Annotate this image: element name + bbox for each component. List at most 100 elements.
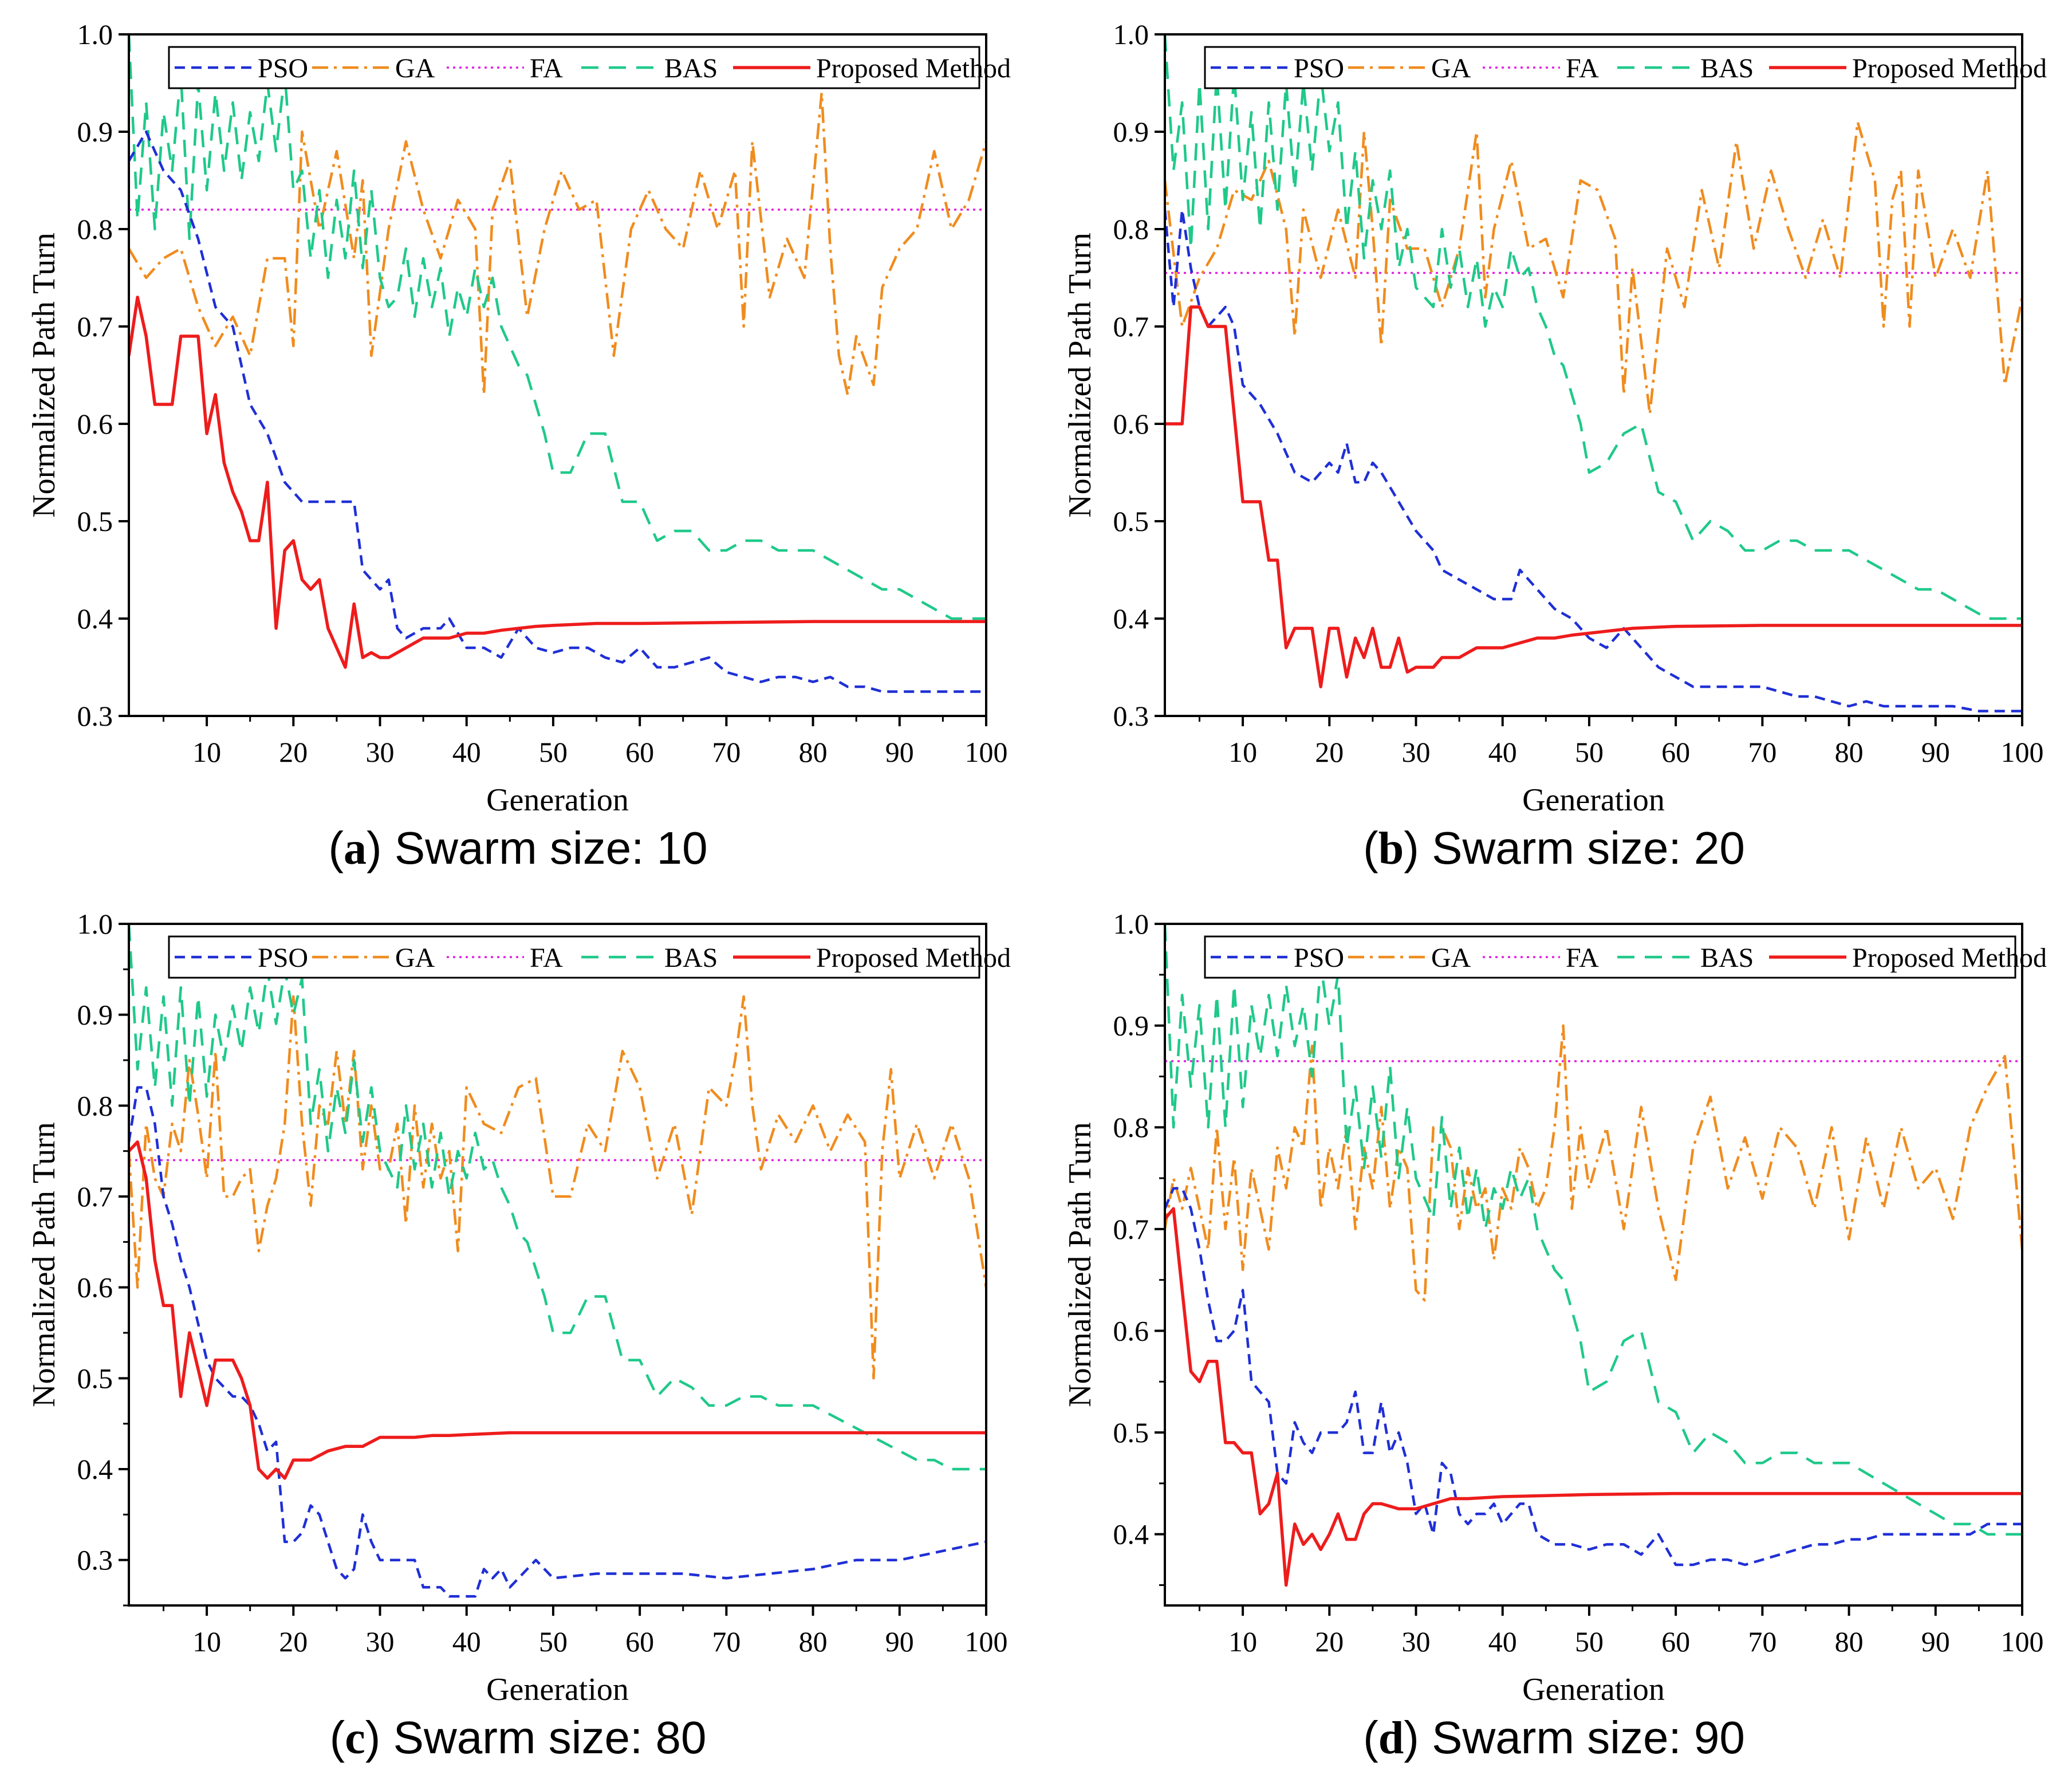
y-tick-label: 0.4: [1113, 603, 1149, 635]
series-line-pso: [129, 130, 986, 693]
chart-panel-d: 10 20 30 40 50 60 70 80 90 100 0.4 0.5 0.6 0.7 0.8 0.9 1…: [1036, 890, 2072, 1779]
x-tick-label: 70: [712, 736, 740, 768]
legend-label-proposed-method: Proposed Method: [1852, 53, 2047, 84]
series-line-ga: [129, 91, 986, 396]
series-line-proposed-method: [1165, 1207, 2022, 1587]
series-line-ga: [1165, 1024, 2022, 1302]
caption-text: Swarm size: 20: [1432, 822, 1745, 873]
legend-label-ga: GA: [1431, 943, 1471, 973]
y-tick-label: 0.3: [77, 1544, 113, 1576]
chart-panel-b: 10 20 30 40 50 60 70 80 90 100 0.3 0.4 0.5 0.6 0.7 0.8 0…: [1036, 0, 2072, 890]
chart-svg: 10 20 30 40 50 60 70 80 90 100 0.3 0.4 0.5 0.6 0.7 0.8 0…: [1062, 18, 2047, 818]
y-tick-label: 1.0: [1113, 18, 1149, 50]
y-axis-label: Normalized Path Turn: [1062, 1122, 1098, 1407]
y-tick-label: 0.4: [1113, 1518, 1149, 1550]
x-tick-label: 80: [1835, 736, 1864, 768]
y-tick-label: 0.5: [77, 1362, 113, 1394]
series-line-pso: [1165, 208, 2022, 713]
y-tick-label: 0.5: [1113, 505, 1149, 537]
series-line-ga: [129, 995, 986, 1380]
y-tick-label: 0.5: [1113, 1416, 1149, 1449]
x-tick-label: 70: [1748, 1625, 1776, 1658]
legend-label-bas: BAS: [1700, 943, 1754, 973]
x-tick-label: 60: [1661, 1625, 1690, 1658]
y-axis-label: Normalized Path Turn: [1062, 233, 1098, 518]
legend-label-fa: FA: [1566, 943, 1599, 973]
x-tick-label: 50: [539, 1625, 568, 1658]
y-tick-label: 0.6: [1113, 408, 1149, 440]
caption-letter: d: [1378, 1713, 1404, 1764]
legend: PSO GA FA BAS Proposed Method: [1204, 935, 2047, 979]
series-line-bas: [1165, 34, 2022, 620]
y-tick-label: 0.8: [77, 213, 113, 245]
x-tick-label: 10: [1228, 1625, 1257, 1658]
caption-text: Swarm size: 90: [1432, 1712, 1745, 1763]
legend-label-bas: BAS: [664, 53, 718, 84]
legend-label-bas: BAS: [664, 943, 718, 973]
y-axis-label: Normalized Path Turn: [26, 1122, 62, 1407]
x-axis-label: Generation: [1522, 782, 1665, 818]
x-axis-label: Generation: [486, 782, 629, 818]
legend-label-proposed-method: Proposed Method: [1852, 943, 2047, 973]
series-line-pso: [1165, 1187, 2022, 1567]
caption-letter: b: [1378, 824, 1404, 874]
legend-label-pso: PSO: [1294, 943, 1344, 973]
plot-area: [1165, 34, 2022, 713]
y-tick-label: 0.6: [77, 1272, 113, 1304]
x-tick-label: 80: [1835, 1625, 1864, 1658]
panel-caption: (d) Swarm size: 90: [1363, 1712, 1745, 1764]
x-tick-label: 50: [539, 736, 568, 768]
y-tick-label: 0.9: [77, 116, 113, 148]
axes-frame: [128, 923, 987, 1607]
x-axis-label: Generation: [486, 1672, 629, 1707]
y-tick-label: 1.0: [77, 908, 113, 940]
x-tick-label: 60: [625, 736, 654, 768]
series-line-proposed-method: [1165, 305, 2022, 688]
legend-label-pso: PSO: [1294, 53, 1344, 84]
y-tick-label: 0.4: [77, 603, 113, 635]
x-tick-label: 50: [1575, 1625, 1604, 1658]
x-tick-label: 30: [1402, 1625, 1431, 1658]
x-tick-label: 90: [1921, 736, 1950, 768]
x-axis-label: Generation: [1522, 1672, 1665, 1707]
axes-frame: [1164, 923, 2023, 1607]
x-tick-label: 40: [1488, 736, 1517, 768]
series-line-pso: [129, 1086, 986, 1598]
x-tick-label: 100: [2001, 736, 2044, 768]
legend-label-fa: FA: [1566, 53, 1599, 84]
x-tick-label: 30: [366, 736, 395, 768]
y-tick-label: 0.7: [77, 310, 113, 343]
y-tick-label: 0.7: [77, 1180, 113, 1213]
y-tick-label: 0.5: [77, 505, 113, 537]
y-tick-label: 0.8: [1113, 213, 1149, 245]
x-tick-label: 100: [965, 1625, 1008, 1658]
x-tick-label: 60: [1661, 736, 1690, 768]
caption-letter: a: [343, 824, 367, 874]
legend-label-ga: GA: [395, 53, 435, 84]
y-tick-label: 0.7: [1113, 310, 1149, 343]
x-tick-label: 20: [279, 1625, 308, 1658]
plot-area: [1165, 924, 2022, 1587]
plot-area: [129, 34, 986, 693]
x-tick-label: 90: [885, 1625, 914, 1658]
y-tick-label: 0.3: [1113, 700, 1149, 732]
axes-frame: [128, 33, 987, 717]
series-line-ga: [1165, 120, 2022, 416]
x-tick-label: 10: [192, 736, 221, 768]
legend-label-bas: BAS: [1700, 53, 1754, 84]
y-tick-label: 0.9: [1113, 1010, 1149, 1042]
y-tick-label: 0.6: [1113, 1314, 1149, 1347]
x-tick-label: 30: [1402, 736, 1431, 768]
x-tick-label: 40: [1488, 1625, 1517, 1658]
y-tick-label: 1.0: [1113, 908, 1149, 940]
x-tick-label: 100: [2001, 1625, 2044, 1658]
y-tick-label: 0.8: [1113, 1111, 1149, 1143]
chart-svg: 10 20 30 40 50 60 70 80 90 100 0.3 0.4 0.5 0.6 0.7 0.8 0…: [26, 18, 1011, 818]
x-tick-label: 40: [452, 736, 481, 768]
chart-panel-a: 10 20 30 40 50 60 70 80 90 100 0.3 0.4 0.5 0.6 0.7 0.8 0…: [0, 0, 1036, 890]
panel-caption: (c) Swarm size: 80: [329, 1712, 707, 1764]
legend-label-proposed-method: Proposed Method: [816, 943, 1011, 973]
y-tick-label: 0.4: [77, 1453, 113, 1485]
x-tick-label: 20: [1315, 736, 1344, 768]
